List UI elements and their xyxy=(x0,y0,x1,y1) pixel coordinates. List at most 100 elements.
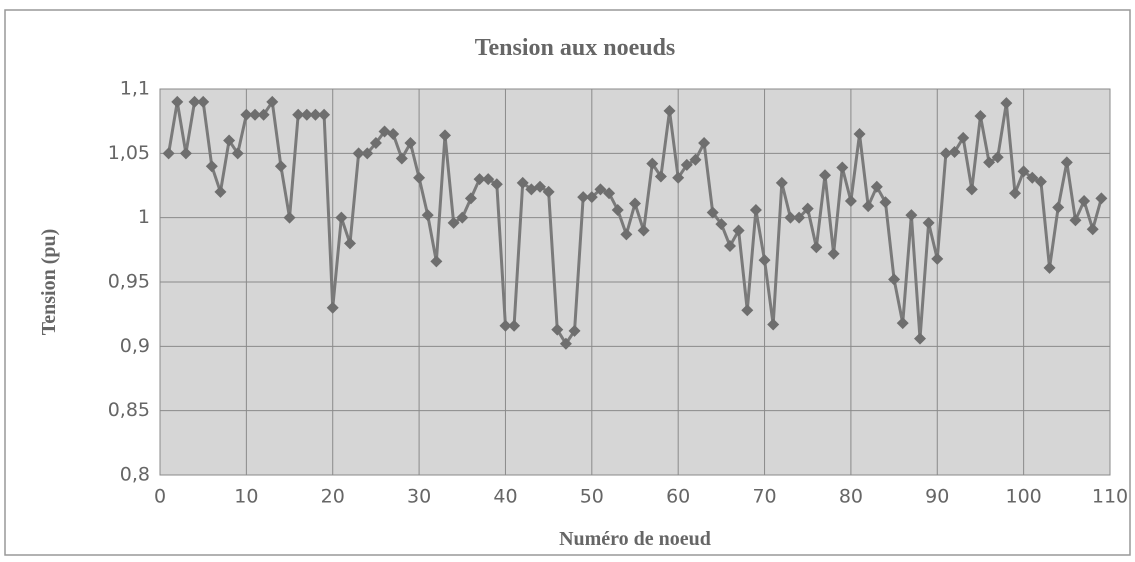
x-tick-label: 20 xyxy=(321,486,345,508)
data-point xyxy=(413,171,426,184)
data-point xyxy=(724,239,736,252)
data-point xyxy=(456,211,469,224)
data-point xyxy=(171,95,184,108)
x-tick-label: 90 xyxy=(925,486,949,508)
data-point xyxy=(257,108,270,121)
x-tick-label: 10 xyxy=(234,486,258,508)
data-point xyxy=(870,180,883,193)
x-tick-label: 60 xyxy=(666,486,690,508)
data-point xyxy=(1052,201,1065,214)
data-point xyxy=(300,108,313,121)
data-point xyxy=(179,147,192,160)
data-point xyxy=(369,137,382,150)
data-point xyxy=(283,211,296,224)
data-point xyxy=(223,134,236,147)
data-point xyxy=(309,108,322,121)
data-point xyxy=(534,180,546,193)
data-point xyxy=(525,183,538,196)
data-point xyxy=(948,146,961,159)
data-point xyxy=(620,228,633,241)
y-tick-label: 0,85 xyxy=(108,399,150,421)
data-point xyxy=(585,191,598,204)
x-tick-label: 50 xyxy=(580,486,604,508)
data-point xyxy=(775,176,788,189)
data-point xyxy=(974,110,987,123)
x-tick-label: 80 xyxy=(839,486,863,508)
data-point xyxy=(758,254,771,267)
data-point xyxy=(888,273,901,286)
data-point xyxy=(361,147,374,160)
data-point xyxy=(352,147,365,160)
data-point xyxy=(784,211,797,224)
data-point xyxy=(983,156,996,169)
x-tick-label: 100 xyxy=(1006,486,1042,508)
data-point xyxy=(965,183,978,196)
data-point xyxy=(464,192,477,205)
data-point xyxy=(654,170,667,183)
data-point xyxy=(274,160,287,173)
data-point xyxy=(896,317,909,330)
data-point xyxy=(266,95,279,108)
data-point xyxy=(551,323,564,336)
data-point xyxy=(819,169,831,182)
data-point xyxy=(318,108,331,121)
data-point xyxy=(827,247,840,260)
y-tick-label: 1,05 xyxy=(108,142,150,164)
data-point xyxy=(603,187,616,200)
data-point xyxy=(1086,223,1099,236)
data-point xyxy=(335,211,348,224)
data-point xyxy=(542,185,555,198)
data-point xyxy=(698,137,711,150)
data-point xyxy=(378,125,391,138)
data-point xyxy=(594,183,607,196)
data-point xyxy=(1095,192,1108,205)
data-point xyxy=(689,153,702,166)
data-point xyxy=(1017,165,1030,178)
x-tick-label: 30 xyxy=(407,486,431,508)
data-point xyxy=(499,319,512,332)
data-point xyxy=(344,237,356,250)
data-point xyxy=(1043,261,1056,274)
data-point xyxy=(801,202,814,215)
data-point xyxy=(706,206,719,219)
data-point xyxy=(568,324,581,337)
data-point xyxy=(637,224,650,237)
data-point xyxy=(732,224,745,237)
data-point xyxy=(559,337,572,350)
data-point xyxy=(1078,194,1091,207)
data-point xyxy=(404,137,417,150)
y-tick-label: 1,1 xyxy=(120,78,150,100)
data-point xyxy=(793,211,806,224)
data-point xyxy=(439,129,451,142)
data-point xyxy=(914,332,926,345)
data-point xyxy=(490,178,503,191)
y-tick-label: 0,95 xyxy=(108,271,150,293)
data-point xyxy=(387,128,400,141)
chart-title: Tension aux noeuds xyxy=(475,35,676,61)
data-point xyxy=(836,161,849,174)
data-point xyxy=(162,147,175,160)
data-point xyxy=(1034,175,1047,188)
data-point xyxy=(879,196,892,209)
data-point xyxy=(1069,214,1082,227)
data-point xyxy=(516,176,529,189)
data-point xyxy=(577,191,590,204)
data-point xyxy=(508,319,521,332)
x-tick-label: 0 xyxy=(154,486,166,508)
data-point xyxy=(1026,171,1039,184)
data-point xyxy=(214,185,227,198)
data-point xyxy=(482,173,495,186)
x-tick-label: 40 xyxy=(493,486,517,508)
data-point xyxy=(844,194,857,207)
data-point xyxy=(905,209,918,222)
y-tick-label: 0,9 xyxy=(120,335,150,357)
data-point xyxy=(1060,156,1073,169)
data-point xyxy=(715,218,728,231)
data-point xyxy=(249,108,261,121)
data-point xyxy=(957,131,970,144)
y-axis-label: Tension (pu) xyxy=(38,229,60,336)
data-point xyxy=(991,151,1004,164)
x-tick-label: 110 xyxy=(1092,486,1128,508)
data-point xyxy=(240,108,253,121)
